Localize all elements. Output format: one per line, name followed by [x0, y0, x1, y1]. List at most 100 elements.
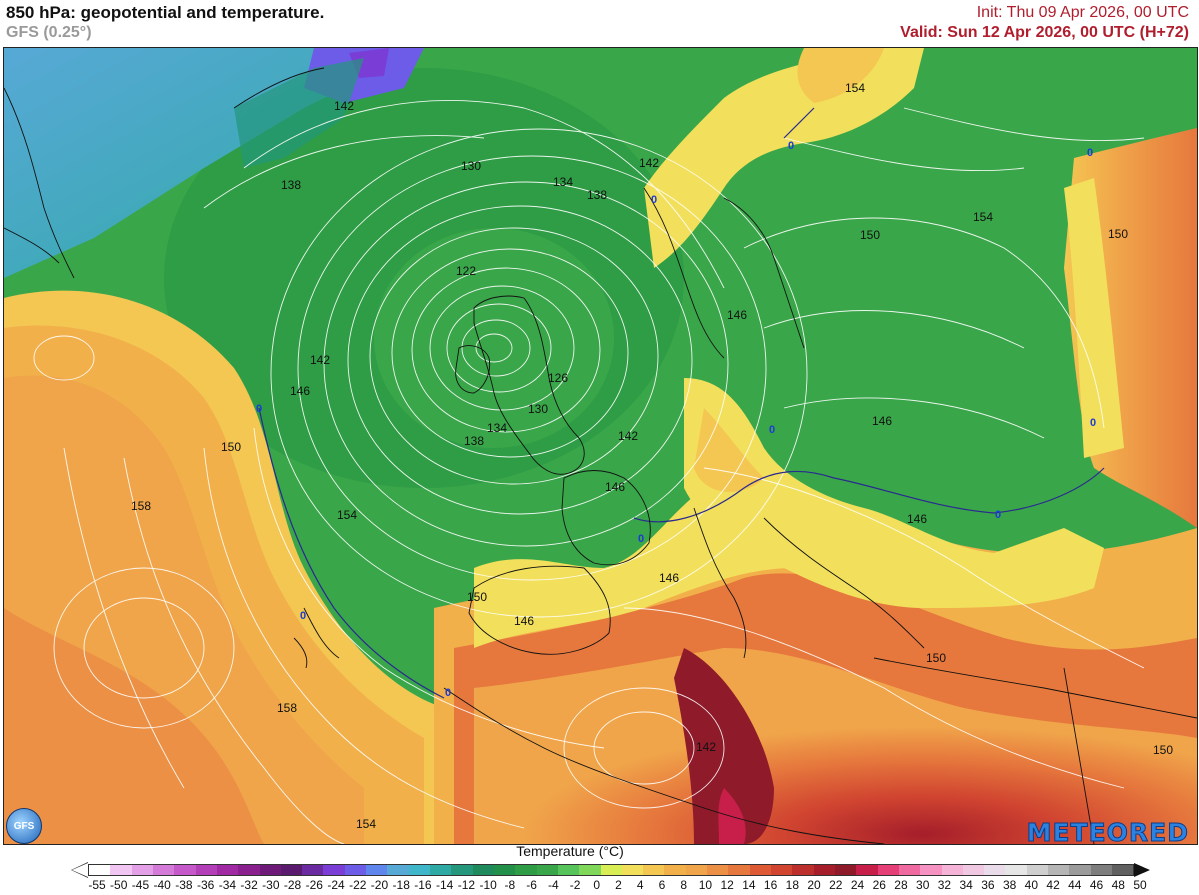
legend-tick-label: -12	[457, 878, 476, 892]
legend-swatch	[579, 865, 601, 875]
legend-tick-label: -28	[283, 878, 302, 892]
geopotential-label: 138	[587, 188, 607, 202]
geopotential-label: 154	[356, 817, 376, 831]
geopotential-label: 142	[696, 740, 716, 754]
legend-swatch	[1069, 865, 1091, 875]
legend-tick-label: -10	[479, 878, 497, 892]
legend-tick-label: -6	[526, 878, 537, 892]
legend-swatch	[174, 865, 196, 875]
legend-tick-label: -45	[131, 878, 150, 892]
legend-swatch	[216, 865, 239, 875]
legend-swatch	[1112, 865, 1134, 875]
geopotential-label: 146	[605, 480, 625, 494]
init-time: Init: Thu 09 Apr 2026, 00 UTC	[976, 4, 1189, 21]
legend-swatch	[1090, 865, 1112, 875]
legend-swatch	[344, 865, 367, 875]
legend-tick-label: -55	[88, 878, 106, 892]
legend-swatch	[515, 865, 537, 875]
isotherm-zero-label: 0	[1090, 417, 1096, 429]
legend-swatch	[600, 865, 622, 875]
legend-swatch	[472, 865, 494, 875]
legend-tick-label: 40	[1024, 878, 1039, 892]
geopotential-label: 158	[277, 701, 297, 715]
geopotential-label: 154	[845, 81, 865, 95]
legend-tick-label: 12	[720, 878, 734, 892]
geopotential-label: 150	[1108, 227, 1128, 241]
geopotential-label: 142	[618, 429, 638, 443]
legend-tick-label: 50	[1133, 878, 1147, 892]
legend-tick-label: 46	[1089, 878, 1104, 892]
geopotential-label: 154	[973, 210, 993, 224]
isotherm-zero-label: 0	[300, 610, 306, 622]
legend-swatch	[152, 865, 175, 875]
legend-swatch	[1026, 865, 1049, 875]
legend-swatch	[89, 865, 111, 875]
geopotential-label: 122	[456, 264, 476, 278]
legend-tick-label: -36	[196, 878, 215, 892]
isotherm-zero-label: 0	[256, 403, 262, 415]
geopotential-label: 150	[467, 590, 487, 604]
legend-swatch	[834, 865, 857, 875]
legend-swatch	[792, 865, 814, 875]
legend-swatch	[536, 865, 558, 875]
legend-swatch	[238, 865, 260, 875]
legend-tick-label: -14	[435, 878, 454, 892]
isotherm-zero-label: 0	[638, 533, 644, 545]
legend-swatch	[920, 865, 942, 875]
legend-tick-label: -2	[569, 878, 581, 892]
legend-tick-label: -50	[110, 878, 128, 892]
legend-swatch	[685, 865, 708, 875]
isotherm-zero-label: 0	[769, 424, 775, 436]
legend-tick-label: 36	[981, 878, 995, 892]
legend-swatch	[323, 865, 345, 875]
legend-tick-label: 26	[872, 878, 886, 892]
geopotential-label: 150	[221, 440, 241, 454]
geopotential-label: 150	[926, 651, 946, 665]
legend-tick-label: 38	[1002, 878, 1017, 892]
legend-swatch	[131, 865, 153, 875]
legend-swatch	[430, 865, 452, 875]
legend-arrow-right	[1134, 863, 1150, 877]
legend-swatch	[387, 865, 409, 875]
legend-tick-label: -24	[327, 878, 345, 892]
legend-swatch	[728, 865, 750, 875]
geopotential-label: 146	[907, 512, 927, 526]
legend-tick-label: 34	[959, 878, 973, 892]
legend-swatch	[110, 865, 132, 875]
map-title: 850 hPa: geopotential and temperature.	[6, 3, 325, 22]
legend-tick-label: -40	[153, 878, 171, 892]
legend-swatch	[366, 865, 388, 875]
legend-tick-label: 14	[742, 878, 756, 892]
legend-swatch	[557, 865, 580, 875]
legend-tick-label: 10	[698, 878, 713, 892]
legend-swatch	[643, 865, 665, 875]
model-label: GFS (0.25°)	[6, 24, 92, 41]
legend-swatch	[941, 865, 963, 875]
geopotential-label: 142	[639, 156, 659, 170]
legend-tick-label: -30	[262, 878, 280, 892]
isotherm-zero-label: 0	[995, 509, 1001, 521]
legend-swatch	[621, 865, 644, 875]
isotherm-zero-label: 0	[651, 194, 657, 206]
geopotential-label: 130	[528, 402, 548, 416]
geopotential-label: 142	[310, 353, 330, 367]
legend-swatch	[664, 865, 686, 875]
legend-swatch	[1005, 865, 1027, 875]
legend-tick-label: 6	[658, 878, 666, 892]
legend-swatch	[302, 865, 324, 875]
legend-swatch	[962, 865, 985, 875]
legend-swatch	[856, 865, 878, 875]
legend-tick-label: 22	[829, 878, 843, 892]
gfs-logo: GFS	[6, 808, 42, 844]
geopotential-label: 150	[860, 228, 880, 242]
legend-tick-label: 18	[785, 878, 800, 892]
legend-tick-label: -18	[392, 878, 410, 892]
legend-swatch	[984, 865, 1006, 875]
isotherm-zero-label: 0	[445, 687, 451, 699]
geopotential-label: 134	[553, 175, 573, 189]
legend-swatch	[749, 865, 771, 875]
legend-tick-label: 32	[937, 878, 952, 892]
geopotential-label: 138	[464, 434, 484, 448]
isotherm-zero-label: 0	[788, 140, 794, 152]
legend-swatch	[771, 865, 793, 875]
